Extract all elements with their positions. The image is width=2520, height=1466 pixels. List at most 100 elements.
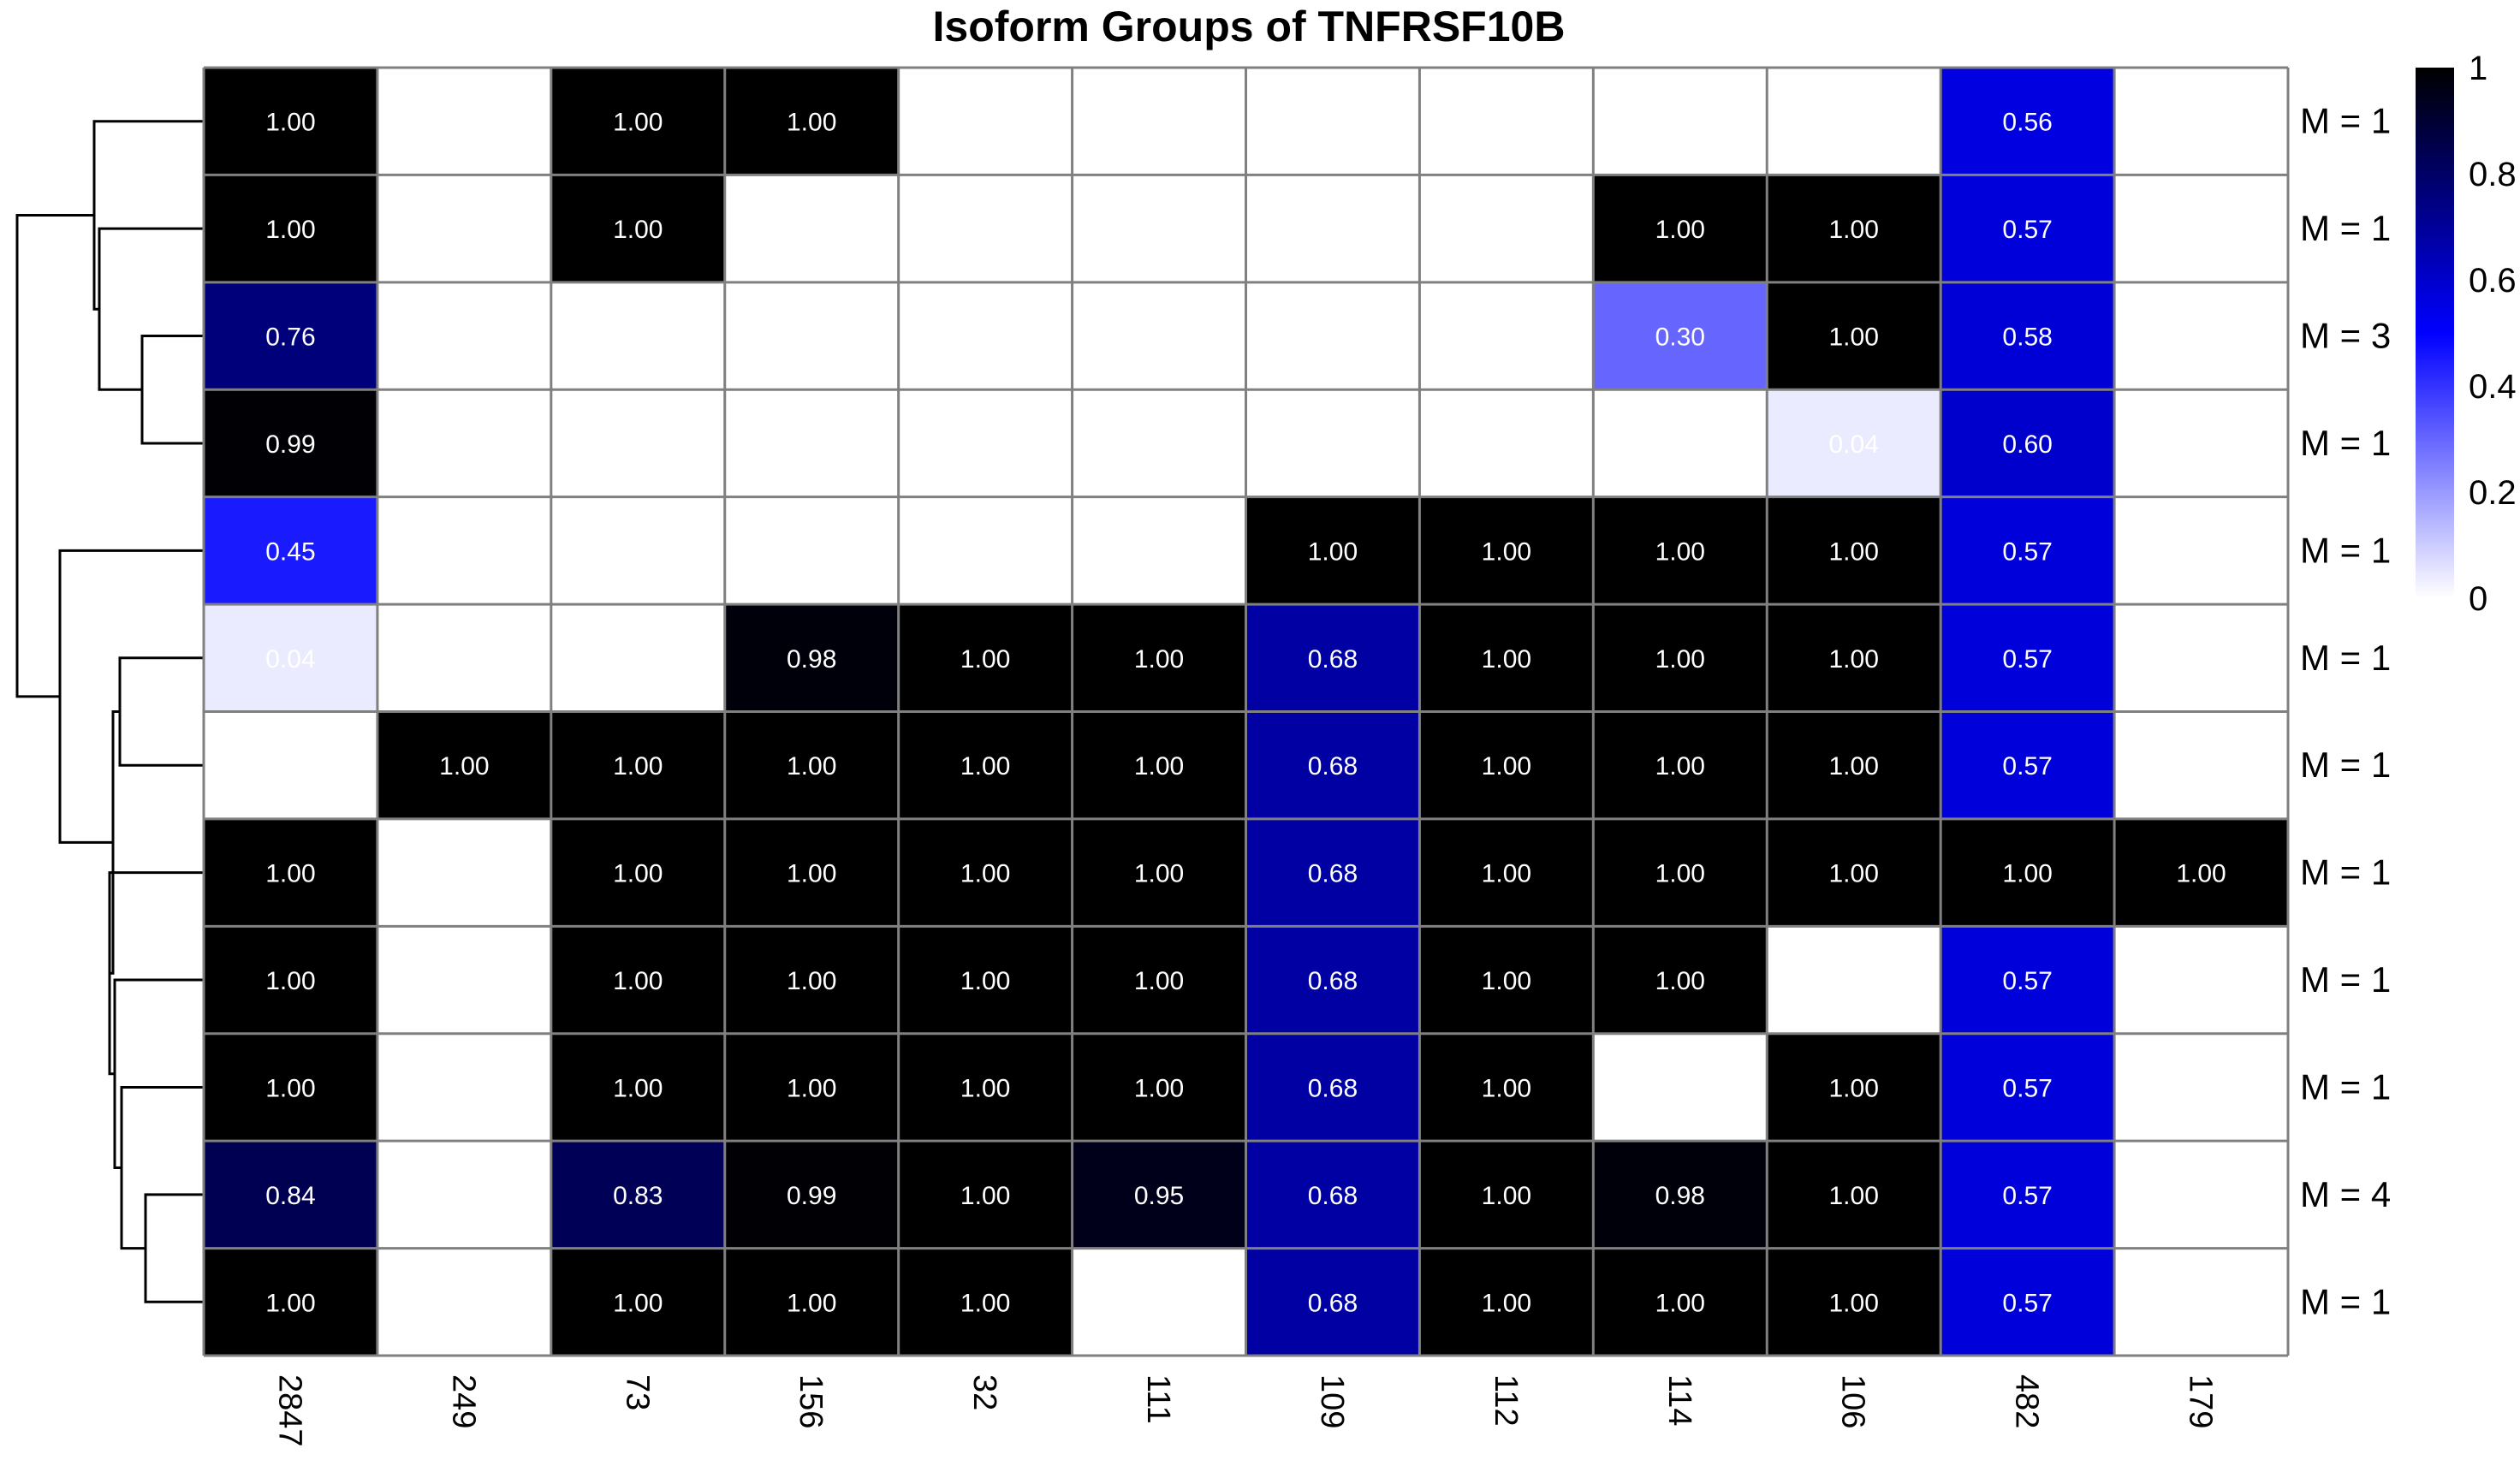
cell-value-label: 0.68 (1308, 752, 1358, 780)
dendrogram-branch (113, 978, 204, 1170)
heatmap-cell (1941, 175, 2115, 282)
heatmap-cell (1767, 68, 1941, 175)
heatmap-cell (898, 818, 1073, 927)
row-labels: M = 1 M = 1 M = 3 M = 1 M = 1 M = 1 M = 1 M = 1… (2300, 101, 2391, 1322)
heatmap-cell (550, 282, 725, 390)
cell-value-label: 1.00 (1655, 1289, 1705, 1317)
cell-value-label: 1.00 (960, 860, 1010, 888)
cell-value-label: 1.00 (1829, 323, 1879, 352)
heatmap-cell (2114, 389, 2288, 497)
cell-value-label: 0.04 (1829, 430, 1879, 459)
cell-value-label: 1.00 (1655, 645, 1705, 674)
cell-value-label: 0.68 (1308, 645, 1358, 674)
column-label: 249 (445, 1374, 481, 1428)
heatmap-cell (724, 818, 899, 927)
cell-value-label: 1.00 (1482, 860, 1531, 888)
heatmap-cell (1072, 68, 1246, 175)
heatmap-cell (1767, 1248, 1941, 1356)
cell-value-label: 1.00 (787, 1074, 836, 1102)
row-dendrogram (15, 120, 204, 1303)
heatmap-cell (377, 389, 551, 497)
cell-value-label: 1.00 (1134, 967, 1184, 995)
cell-value-label: 0.57 (2002, 1289, 2052, 1317)
heatmap-cell (2114, 818, 2288, 927)
row-label: M = 4 (2300, 1174, 2391, 1214)
heatmap-cell (1245, 711, 1420, 819)
cell-value-label: 0.83 (613, 1182, 663, 1210)
cell-value-label: 0.57 (2002, 967, 2052, 995)
heatmap-cell (550, 1033, 725, 1142)
heatmap-cell (2114, 175, 2288, 282)
heatmap-cell (1419, 711, 1594, 819)
cell-value-label: 1.00 (787, 967, 836, 995)
heatmap-cell (1419, 1033, 1594, 1142)
heatmap-cell (1767, 496, 1941, 605)
heatmap-cell (1419, 926, 1594, 1034)
heatmap-cell (1072, 604, 1246, 712)
legend-tick-label: 0.8 (2469, 156, 2517, 193)
heatmap-cell (898, 496, 1073, 605)
cell-value-label: 1.00 (1482, 1289, 1531, 1317)
cell-value-label: 0.98 (1655, 1182, 1705, 1210)
cell-value-label: 0.76 (265, 323, 315, 352)
cell-value-label: 0.57 (2002, 645, 2052, 674)
heatmap-cell (1245, 1248, 1420, 1356)
heatmap-cell (724, 1033, 899, 1142)
cell-value-label: 1.00 (2176, 860, 2226, 888)
heatmap-cell (1767, 282, 1941, 390)
heatmap-cell (204, 175, 377, 282)
cell-value-label: 1.00 (960, 967, 1010, 995)
heatmap-cell (377, 604, 551, 712)
heatmap-cell (1245, 818, 1420, 927)
heatmap-cell (1419, 389, 1594, 497)
heatmap-cell (2114, 1248, 2288, 1356)
dendrogram-branch (15, 213, 94, 698)
heatmap-cell (1941, 1248, 2115, 1356)
cell-value-label: 1.00 (1134, 1074, 1184, 1102)
heatmap-cell (724, 604, 899, 712)
cell-value-label: 1.00 (1134, 860, 1184, 888)
heatmap-grid (202, 66, 2290, 1357)
cell-value-label: 1.00 (1482, 967, 1531, 995)
cell-value-label: 1.00 (439, 752, 489, 780)
heatmap-cell (1245, 926, 1420, 1034)
heatmap-cell (1072, 1141, 1246, 1249)
cell-value-label: 1.00 (1482, 1074, 1531, 1102)
cell-value-label: 0.57 (2002, 216, 2052, 244)
heatmap-cell (204, 926, 377, 1034)
heatmap-cell (550, 926, 725, 1034)
column-label: 106 (1835, 1374, 1871, 1428)
cell-value-label: 1.00 (613, 752, 663, 780)
cell-value-label: 1.00 (1134, 752, 1184, 780)
heatmap-cell (1941, 389, 2115, 497)
heatmap-cell (1941, 282, 2115, 390)
heatmap-cell (1419, 496, 1594, 605)
dendrogram-branch (144, 1193, 204, 1303)
heatmap-cell (1941, 1033, 2115, 1142)
heatmap-cell (2114, 1033, 2288, 1142)
column-label: 112 (1488, 1374, 1524, 1427)
heatmap-cell (724, 1141, 899, 1249)
cell-value-label: 0.84 (265, 1182, 315, 1210)
cell-value-label: 0.60 (2002, 430, 2052, 459)
cell-value-label: 0.68 (1308, 967, 1358, 995)
heatmap-cell (1245, 68, 1420, 175)
legend-tick-label: 0.6 (2469, 262, 2517, 300)
heatmap-cell (2114, 282, 2288, 390)
heatmap-cell (724, 175, 899, 282)
column-label: 482 (2009, 1374, 2045, 1428)
heatmap-cell (377, 496, 551, 605)
heatmap-cell (1072, 282, 1246, 390)
heatmap-cell (1419, 604, 1594, 712)
legend-tick-label: 0.4 (2469, 368, 2517, 406)
heatmap-cell (724, 389, 899, 497)
heatmap-cell (898, 282, 1073, 390)
heatmap-cell (377, 1248, 551, 1356)
heatmap-cell (1419, 1141, 1594, 1249)
dendrogram-branch (58, 549, 204, 844)
heatmap-cell (898, 926, 1073, 1034)
cell-value-label: 1.00 (1829, 216, 1879, 244)
heatmap-cell (2114, 604, 2288, 712)
cell-value-label: 1.00 (960, 1289, 1010, 1317)
heatmap-cell (204, 68, 377, 175)
